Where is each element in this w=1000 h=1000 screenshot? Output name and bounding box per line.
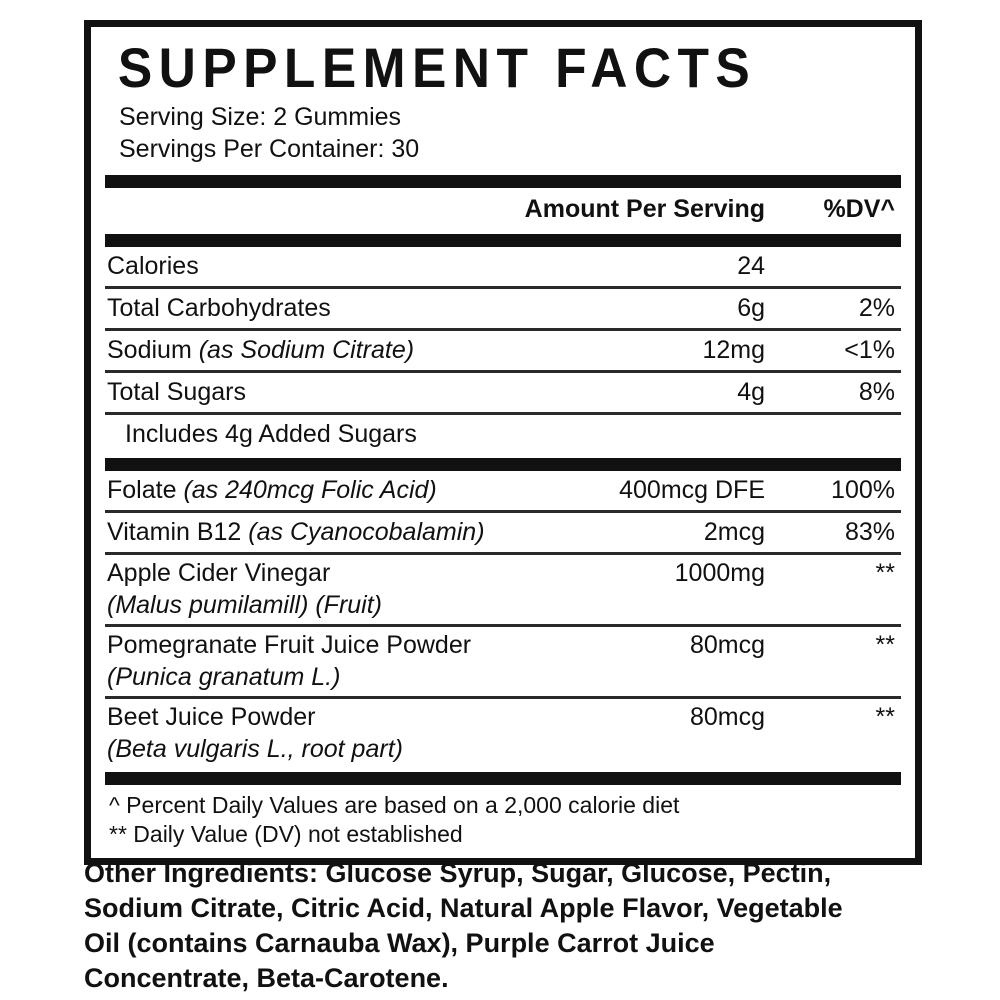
table-row: Sodium (as Sodium Citrate) 12mg <1% — [105, 331, 901, 370]
nutrient-amount: 24 — [737, 252, 765, 281]
nutrient-amount: 6g — [737, 294, 765, 323]
divider-thick-top — [105, 175, 901, 189]
footnotes: ^ Percent Daily Values are based on a 2,… — [105, 785, 901, 857]
divider-thin — [105, 286, 901, 290]
footnote-dv-not-established: ** Daily Value (DV) not established — [109, 821, 463, 848]
nutrient-name: Calories — [107, 252, 199, 281]
other-ingredients-line: Sodium Citrate, Citric Acid, Natural App… — [84, 893, 843, 924]
nutrient-name: Vitamin B12 (as Cyanocobalamin) — [105, 520, 515, 545]
servings-per-container: Servings Per Container: 30 — [119, 134, 420, 163]
divider-thick-header — [105, 234, 901, 248]
divider-thick-footnotes — [105, 772, 901, 786]
nutrient-dv: <1% — [844, 336, 895, 365]
nutrient-botanical-name: (Punica granatum L.) — [107, 663, 341, 692]
table-row: Calories 24 — [105, 247, 901, 286]
divider-thin — [105, 696, 901, 700]
nutrient-label: Vitamin B12 — [107, 518, 242, 547]
nutrient-botanical-name: (Beta vulgaris L., root part) — [107, 735, 403, 764]
nutrient-source: (as Cyanocobalamin) — [248, 518, 485, 547]
nutrient-amount: 1000mg — [674, 559, 765, 588]
supplement-facts-panel: SUPPLEMENT FACTS Serving Size: 2 Gummies… — [84, 20, 922, 865]
nutrient-dv: ** — [875, 559, 895, 588]
nutrient-name: Apple Cider Vinegar — [107, 559, 331, 588]
nutrient-dv: 8% — [858, 378, 895, 407]
nutrient-amount: 80mcg — [689, 631, 765, 660]
other-ingredients-line: Oil (contains Carnauba Wax), Purple Carr… — [84, 928, 715, 959]
table-row: Vitamin B12 (as Cyanocobalamin) 2mcg 83% — [105, 513, 901, 552]
divider-thin — [105, 370, 901, 374]
other-ingredients-line: Other Ingredients: Glucose Syrup, Sugar,… — [84, 858, 832, 888]
table-row: Apple Cider Vinegar 1000mg ** (Malus pum… — [105, 555, 901, 624]
nutrient-name: Sodium (as Sodium Citrate) — [105, 338, 515, 363]
nutrient-botanical-name: (Malus pumilamill) (Fruit) — [107, 591, 383, 620]
nutrient-dv: 83% — [844, 518, 895, 547]
nutrient-name: Folate (as 240mcg Folic Acid) — [105, 478, 515, 503]
table-row: Total Carbohydrates 6g 2% — [105, 289, 901, 328]
serving-size: Serving Size: 2 Gummies — [119, 103, 402, 132]
serving-information: Serving Size: 2 Gummies Servings Per Con… — [105, 100, 901, 171]
nutrient-source: (as Sodium Citrate) — [198, 336, 415, 365]
nutrient-label: Sodium — [107, 336, 192, 365]
table-row: Beet Juice Powder 80mcg ** (Beta vulgari… — [105, 699, 901, 768]
table-row: Includes 4g Added Sugars — [105, 415, 901, 454]
table-header-row: Amount Per Serving %DV^ — [105, 188, 901, 231]
nutrient-amount: 12mg — [702, 336, 765, 365]
divider-thick-vitamins — [105, 458, 901, 472]
other-ingredients-line: Concentrate, Beta-Carotene. — [84, 963, 449, 994]
nutrient-name: Total Carbohydrates — [107, 294, 331, 323]
nutrient-dv: 2% — [858, 294, 895, 323]
nutrient-dv: ** — [875, 631, 895, 660]
table-row: Pomegranate Fruit Juice Powder 80mcg ** … — [105, 627, 901, 696]
divider-thin — [105, 624, 901, 628]
header-percent-dv: %DV^ — [823, 195, 895, 224]
table-row: Folate (as 240mcg Folic Acid) 400mcg DFE… — [105, 471, 901, 510]
nutrient-amount: 2mcg — [703, 518, 765, 547]
nutrient-name: Total Sugars — [107, 378, 246, 407]
nutrient-name: Beet Juice Powder — [107, 703, 316, 732]
divider-thin — [105, 510, 901, 514]
nutrient-amount: 80mcg — [689, 703, 765, 732]
other-ingredients: Other Ingredients: Glucose Syrup, Sugar,… — [84, 856, 952, 996]
divider-thin — [105, 412, 901, 416]
header-amount-per-serving: Amount Per Serving — [524, 195, 765, 224]
footnote-daily-values: ^ Percent Daily Values are based on a 2,… — [109, 792, 680, 819]
divider-thin — [105, 328, 901, 332]
nutrient-amount: 400mcg DFE — [619, 476, 765, 505]
nutrient-source: (as 240mcg Folic Acid) — [183, 476, 437, 505]
nutrient-name: Includes 4g Added Sugars — [125, 420, 417, 449]
nutrient-label: Folate — [107, 476, 177, 505]
divider-thin — [105, 552, 901, 556]
nutrient-name: Pomegranate Fruit Juice Powder — [107, 631, 472, 660]
nutrient-dv: ** — [875, 703, 895, 732]
nutrient-dv: 100% — [831, 476, 895, 505]
nutrient-amount: 4g — [737, 378, 765, 407]
page-title: SUPPLEMENT FACTS — [117, 36, 757, 99]
table-row: Total Sugars 4g 8% — [105, 373, 901, 412]
